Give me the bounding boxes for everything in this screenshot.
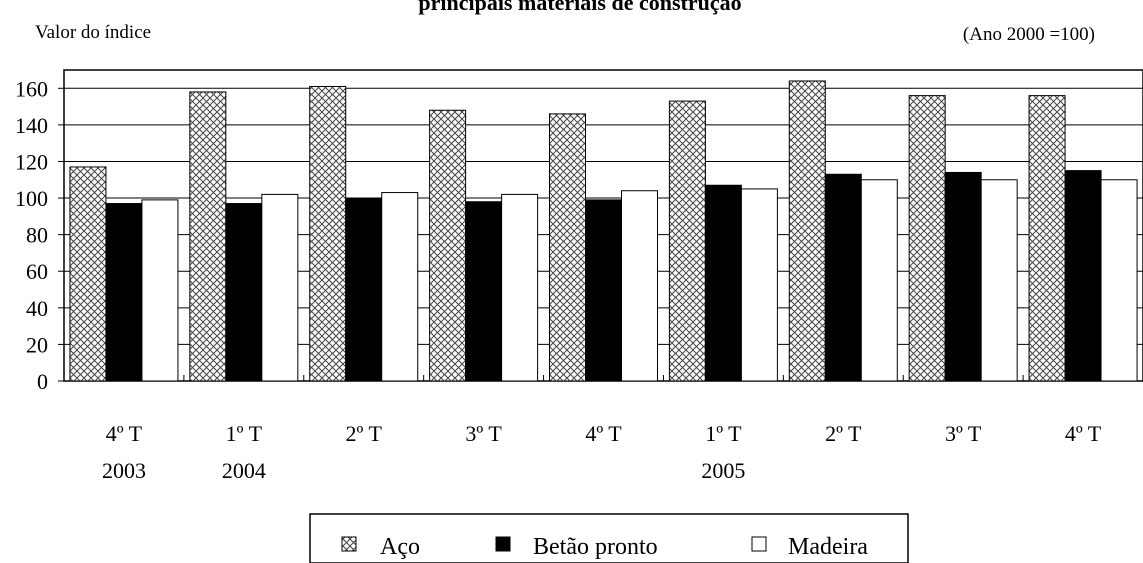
x-year-label: 2005 [701,458,745,483]
x-year-label: 2003 [102,458,146,483]
bar-betao-pronto [824,173,862,382]
bar-betao-pronto [944,171,982,382]
bar-madeira [261,193,299,382]
legend-item-madeira: Madeira [751,534,868,560]
bar-aco [668,100,706,382]
legend-swatch-aco [341,536,357,552]
bar-betao-pronto [585,199,622,382]
x-category-label: 2º T [346,421,383,446]
legend-label-aco: Aço [380,534,420,560]
y-tick-label: 80 [26,223,48,248]
chart-title: principais materiais de construção [418,0,741,15]
legend-label-betao-pronto: Betão pronto [533,534,658,560]
bar-betao-pronto [105,203,143,382]
y-tick-label: 20 [26,332,48,357]
bar-aco [189,91,227,382]
bar-betao-pronto [345,197,383,382]
bar-betao-pronto [704,184,742,382]
x-category-label: 2º T [825,421,862,446]
bar-madeira [1100,179,1138,382]
y-tick-label: 60 [26,259,48,284]
y-tick-label: 140 [15,113,48,138]
bar-aco [788,80,826,382]
legend-item-betao-pronto: Betão pronto [495,534,658,560]
x-category-label: 4º T [1065,421,1102,446]
y-tick-label: 160 [15,76,48,101]
legend: Aço Betão pronto Madeira [309,513,909,563]
y-tick-label: 100 [15,186,48,211]
bar-madeira [501,193,539,382]
y-tick-label: 40 [26,296,48,321]
x-category-label: 1º T [226,421,263,446]
legend-swatch-madeira [751,536,767,552]
legend-label-madeira: Madeira [788,534,868,560]
bar-madeira [381,192,419,382]
x-category-label: 3º T [465,421,502,446]
bar-madeira [621,190,658,382]
bar-madeira [740,188,778,382]
legend-box [309,513,909,563]
bar-madeira [980,179,1018,382]
bar-aco [549,113,586,382]
bar-betao-pronto [465,201,503,382]
x-category-label: 4º T [585,421,622,446]
y-tick-label: 120 [15,149,48,174]
x-category-label: 3º T [945,421,982,446]
bar-aco [309,85,347,382]
bar-aco [1028,95,1066,382]
bar-madeira [860,179,898,382]
legend-swatch-betao-pronto [495,536,511,552]
x-category-label: 1º T [705,421,742,446]
bar-aco [429,109,467,382]
bar-aco [69,166,107,382]
y-axis-label: Valor do índice [35,22,151,43]
x-year-label: 2004 [222,458,266,483]
bar-madeira [141,199,179,382]
bar-betao-pronto [1064,170,1102,382]
legend-item-aco: Aço [341,534,420,560]
y-tick-label: 0 [37,369,48,394]
bar-aco [908,95,946,382]
x-category-label: 4º T [106,421,143,446]
bar-betao-pronto [225,203,263,382]
index-base-note: (Ano 2000 =100) [963,24,1095,45]
